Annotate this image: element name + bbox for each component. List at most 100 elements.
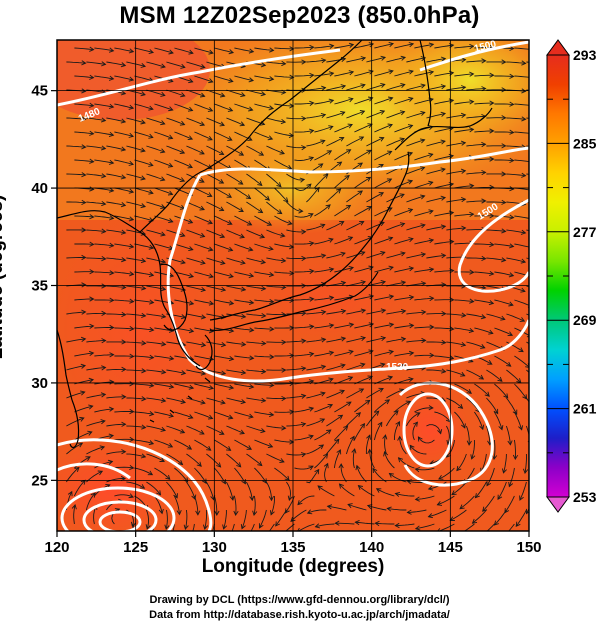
streamline-arrow [121, 449, 127, 455]
streamline-arrow [405, 400, 412, 406]
streamline [294, 74, 314, 77]
streamline-arrow [301, 338, 307, 344]
streamline [94, 47, 114, 52]
streamline-arrow [214, 510, 220, 516]
streamline [294, 353, 314, 357]
streamline-arrow [334, 520, 340, 526]
streamline-arrow [501, 171, 507, 177]
streamline [426, 58, 446, 63]
streamline-arrow [378, 163, 384, 169]
streamline [114, 438, 134, 441]
streamline-arrow [459, 504, 465, 510]
streamline-arrow [309, 240, 315, 247]
streamline-arrow [238, 207, 244, 212]
streamline-arrow [289, 325, 295, 331]
streamline-arrow [520, 258, 527, 264]
streamline-arrow [320, 364, 327, 370]
streamline-arrow [108, 433, 115, 439]
streamline-arrow [358, 136, 365, 142]
streamline [194, 383, 214, 389]
streamline [493, 439, 496, 460]
streamline-arrow [128, 160, 134, 166]
streamline-arrow [337, 414, 344, 420]
streamline [326, 390, 345, 399]
streamline [508, 523, 515, 531]
streamline-arrow [388, 41, 395, 48]
streamline-arrow [97, 470, 104, 476]
streamline-arrow [160, 313, 167, 319]
streamline-arrow [359, 220, 365, 226]
streamline-arrow [187, 163, 193, 169]
streamline-arrow [297, 527, 300, 531]
streamline-arrow [121, 257, 127, 263]
y-tick-label: 45 [31, 83, 48, 100]
streamline [334, 350, 354, 357]
streamline [471, 439, 475, 460]
streamline-arrow [414, 525, 421, 531]
streamline [354, 323, 374, 329]
streamline-arrow [408, 350, 415, 356]
streamline [389, 473, 407, 483]
streamline [474, 46, 494, 49]
streamline [186, 425, 205, 435]
colorbar-tick-label: 293 [573, 47, 597, 63]
streamline [414, 354, 434, 357]
streamline [314, 404, 333, 413]
streamline-arrow [368, 349, 374, 355]
streamline [146, 453, 165, 462]
streamline-arrow [380, 308, 387, 314]
streamline [286, 340, 306, 343]
streamline [166, 117, 185, 126]
streamline-arrow [478, 374, 485, 380]
streamline [134, 439, 154, 445]
streamline-arrow [257, 461, 263, 467]
streamline [226, 173, 243, 185]
streamline [275, 509, 287, 527]
streamline [398, 457, 415, 469]
streamline [446, 313, 466, 317]
streamline-arrow [380, 82, 386, 88]
streamline-arrow [208, 49, 214, 55]
streamline-arrow [493, 408, 499, 415]
streamline-arrow [323, 462, 329, 469]
streamline [134, 103, 154, 110]
streamline-arrow [399, 110, 406, 116]
streamline [474, 383, 490, 397]
streamline-arrow [236, 462, 242, 468]
streamline [106, 451, 126, 455]
streamline-arrow [121, 311, 127, 318]
streamline [519, 481, 527, 501]
streamline-arrow [120, 202, 127, 208]
streamline [214, 271, 234, 278]
x-tick-label: 150 [516, 539, 541, 556]
y-tick-label: 35 [31, 278, 48, 295]
streamline [415, 523, 435, 530]
streamline [394, 70, 414, 77]
streamline-arrow [140, 147, 146, 153]
streamline [387, 507, 407, 511]
streamline [459, 495, 475, 510]
streamline [234, 299, 254, 304]
streamline [314, 429, 332, 441]
streamline [374, 70, 394, 77]
streamline-arrow [241, 313, 247, 319]
streamline-arrow [165, 474, 171, 480]
streamline-arrow [129, 353, 135, 359]
streamline-arrow [466, 440, 472, 446]
streamline [494, 159, 514, 162]
streamline [415, 495, 435, 500]
streamline-arrow [89, 46, 95, 52]
streamline-arrow [383, 451, 389, 457]
streamline [246, 173, 263, 186]
streamline [114, 327, 134, 330]
streamline-arrow [180, 232, 186, 238]
streamline-arrow [81, 309, 87, 315]
streamline-arrow [512, 454, 519, 461]
streamline-arrow [141, 285, 147, 291]
streamline [531, 468, 535, 487]
streamline [184, 509, 188, 530]
streamline-arrow [227, 220, 233, 225]
streamline [306, 187, 320, 203]
streamline [426, 168, 446, 175]
streamline [226, 201, 244, 212]
